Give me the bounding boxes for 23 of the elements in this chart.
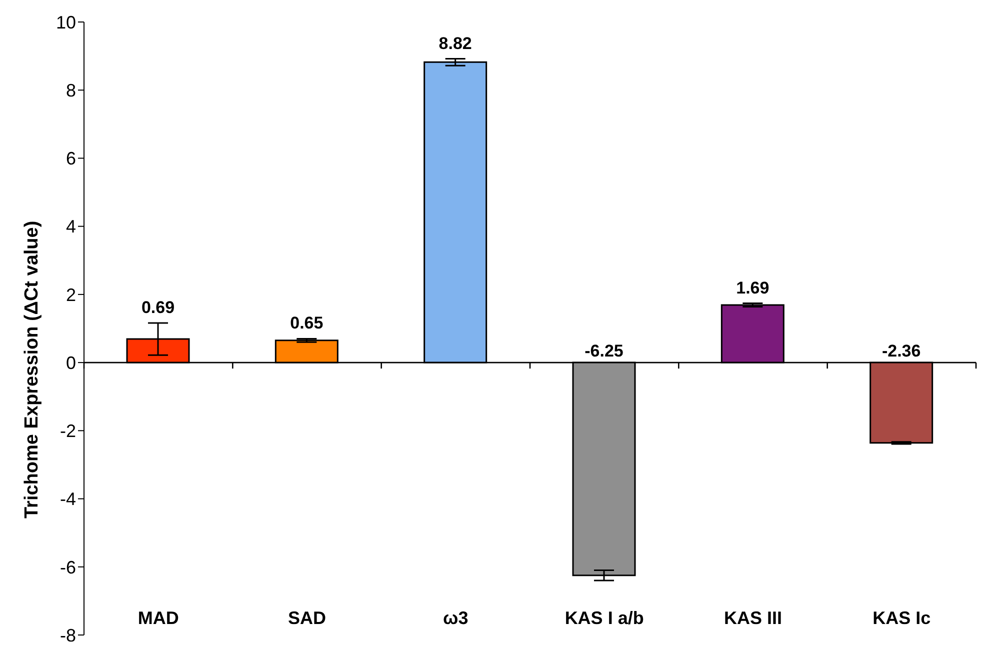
x-tick-label: MAD	[138, 608, 179, 628]
y-tick-label: -4	[60, 489, 76, 510]
y-tick-label: 0	[66, 352, 76, 373]
data-label: -6.25	[584, 342, 624, 361]
y-tick-label: -8	[60, 625, 76, 646]
data-label: 0.69	[141, 298, 175, 318]
y-tick-label: -2	[60, 421, 76, 442]
data-label: -2.36	[882, 342, 921, 361]
data-label: 8.82	[438, 34, 472, 53]
data-label: 0.65	[290, 314, 324, 333]
x-tick-label: KAS I a/b	[564, 608, 644, 628]
y-tick-label: 10	[56, 12, 76, 32]
x-tick-label: KAS III	[724, 608, 782, 628]
y-tick-label: 2	[66, 284, 76, 305]
y-tick-label: -6	[60, 557, 76, 578]
data-label: 1.69	[736, 278, 770, 298]
y-tick-label: 8	[66, 80, 76, 100]
y-axis-title: Trichome Expression (ΔCt value)	[22, 220, 43, 518]
x-tick-label: KAS Ic	[872, 608, 931, 628]
y-tick-label: 6	[66, 148, 76, 169]
x-tick-label: ω3	[443, 608, 468, 628]
y-tick-label: 4	[66, 216, 76, 237]
x-tick-label: SAD	[288, 608, 326, 628]
